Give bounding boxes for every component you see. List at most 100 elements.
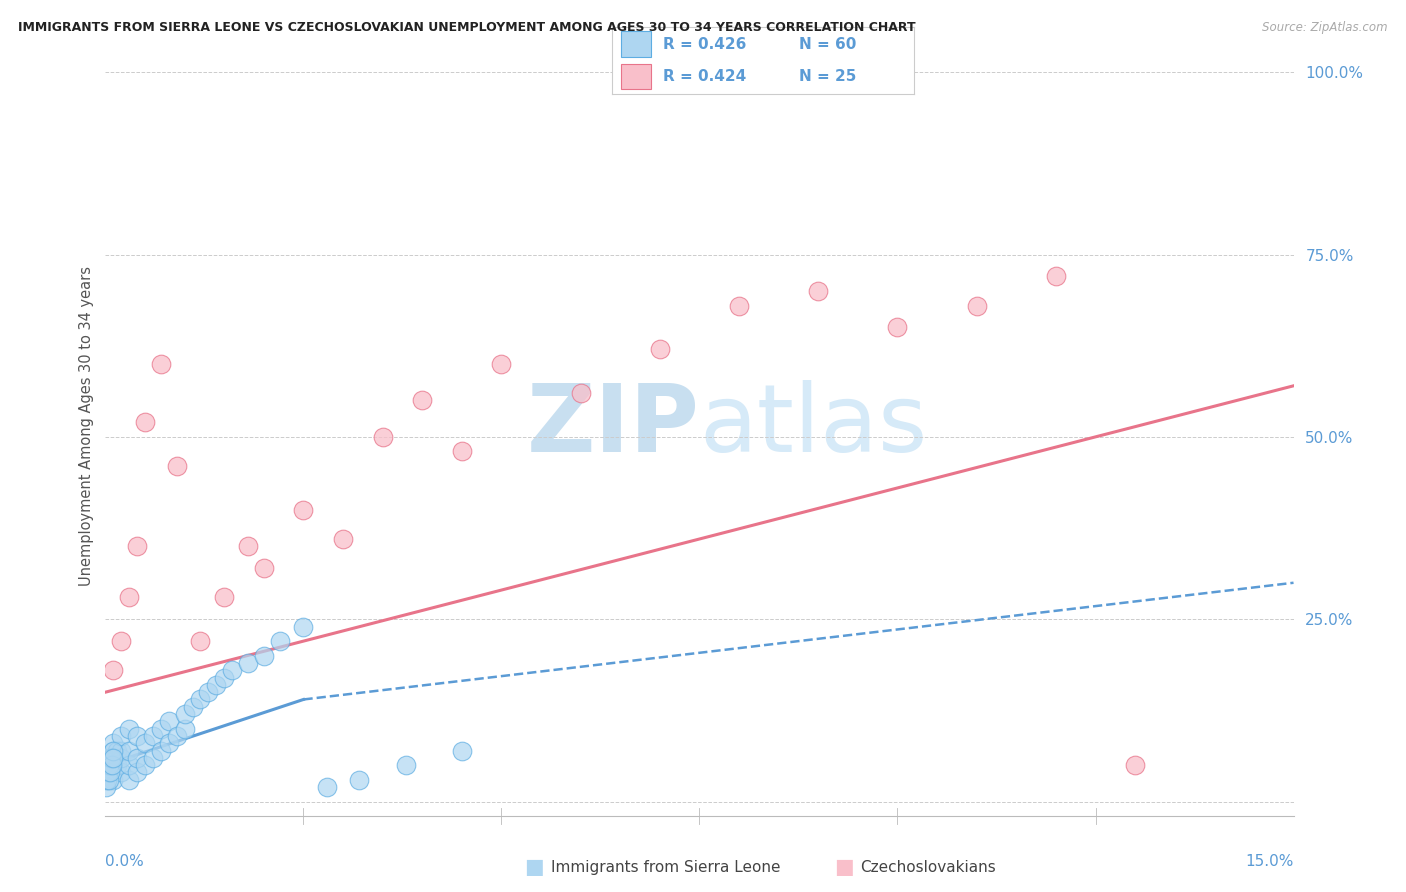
Text: IMMIGRANTS FROM SIERRA LEONE VS CZECHOSLOVAKIAN UNEMPLOYMENT AMONG AGES 30 TO 34: IMMIGRANTS FROM SIERRA LEONE VS CZECHOSL…: [18, 21, 915, 34]
Point: [491, 357, 513, 371]
Point: [127, 539, 149, 553]
Point: [134, 736, 156, 750]
Y-axis label: Unemployment Among Ages 30 to 34 years: Unemployment Among Ages 30 to 34 years: [79, 266, 94, 586]
Point: [728, 299, 751, 313]
Text: N = 60: N = 60: [799, 37, 856, 52]
Point: [236, 539, 259, 553]
Point: [166, 458, 188, 473]
Point: [214, 671, 236, 685]
Point: [96, 765, 118, 780]
Point: [214, 591, 236, 605]
Point: [103, 758, 125, 772]
Point: [118, 758, 141, 772]
Point: [411, 393, 433, 408]
Point: [96, 772, 118, 787]
Text: Source: ZipAtlas.com: Source: ZipAtlas.com: [1263, 21, 1388, 34]
Point: [103, 751, 125, 765]
Bar: [620, 63, 651, 89]
Point: [134, 758, 156, 772]
Point: [316, 780, 339, 794]
Point: [97, 765, 120, 780]
Point: [190, 634, 212, 648]
Point: [142, 751, 165, 765]
Point: [142, 729, 165, 743]
Point: [97, 758, 120, 772]
Point: [332, 532, 354, 546]
Point: [886, 320, 908, 334]
Point: [105, 758, 128, 772]
Text: ZIP: ZIP: [527, 380, 700, 472]
Point: [101, 758, 124, 772]
Point: [269, 634, 291, 648]
Point: [1123, 758, 1146, 772]
Point: [127, 729, 149, 743]
Point: [807, 284, 830, 298]
Point: [450, 444, 472, 458]
Point: [236, 656, 259, 670]
Text: atlas: atlas: [700, 380, 928, 472]
Point: [100, 751, 122, 765]
Text: Czechoslovakians: Czechoslovakians: [860, 860, 997, 874]
Point: [110, 729, 132, 743]
Point: [127, 765, 149, 780]
Point: [98, 758, 121, 772]
Point: [253, 648, 276, 663]
Point: [253, 561, 276, 575]
Point: [127, 751, 149, 765]
Point: [103, 736, 125, 750]
Point: [197, 685, 219, 699]
Bar: [620, 31, 651, 57]
Point: [98, 751, 121, 765]
Point: [157, 714, 180, 729]
Text: Immigrants from Sierra Leone: Immigrants from Sierra Leone: [551, 860, 780, 874]
Point: [118, 722, 141, 736]
Point: [97, 772, 120, 787]
Point: [134, 415, 156, 429]
Text: 0.0%: 0.0%: [105, 854, 145, 869]
Point: [118, 743, 141, 757]
Point: [96, 780, 118, 794]
Point: [97, 765, 120, 780]
Point: [149, 722, 172, 736]
Point: [105, 743, 128, 757]
Point: [181, 699, 204, 714]
Point: [110, 743, 132, 757]
Point: [221, 663, 243, 677]
Point: [98, 765, 121, 780]
Point: [100, 751, 122, 765]
Point: [118, 772, 141, 787]
Point: [347, 772, 370, 787]
Point: [166, 729, 188, 743]
Point: [110, 751, 132, 765]
Point: [118, 591, 141, 605]
Point: [569, 386, 592, 401]
Point: [149, 743, 172, 757]
Text: ■: ■: [524, 857, 544, 877]
Point: [173, 707, 195, 722]
Point: [101, 743, 124, 757]
Text: ■: ■: [834, 857, 853, 877]
Point: [157, 736, 180, 750]
Point: [103, 663, 125, 677]
Point: [110, 634, 132, 648]
Point: [101, 765, 124, 780]
Point: [205, 678, 228, 692]
Point: [101, 743, 124, 757]
Point: [395, 758, 418, 772]
Point: [98, 758, 121, 772]
Text: 15.0%: 15.0%: [1246, 854, 1294, 869]
Point: [173, 722, 195, 736]
Text: R = 0.424: R = 0.424: [664, 69, 747, 84]
Point: [292, 503, 315, 517]
Point: [103, 751, 125, 765]
Point: [292, 619, 315, 633]
Point: [648, 343, 671, 357]
Point: [966, 299, 988, 313]
Point: [371, 430, 394, 444]
Text: N = 25: N = 25: [799, 69, 856, 84]
Point: [450, 743, 472, 757]
Point: [103, 772, 125, 787]
Text: R = 0.426: R = 0.426: [664, 37, 747, 52]
Point: [149, 357, 172, 371]
Point: [1045, 269, 1067, 284]
